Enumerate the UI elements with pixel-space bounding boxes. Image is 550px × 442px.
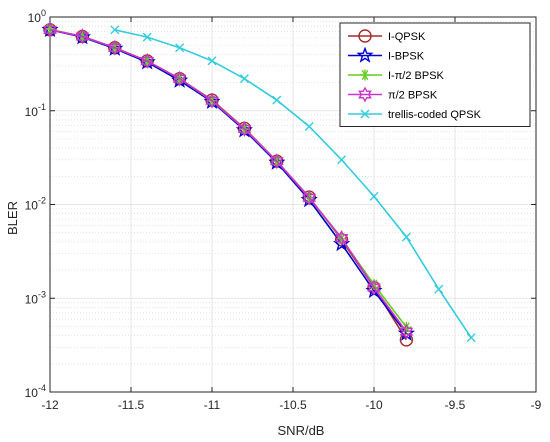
data-point — [369, 191, 379, 201]
data-point — [175, 43, 185, 53]
data-point — [142, 32, 152, 42]
data-point-stroke — [401, 232, 411, 242]
data-point — [107, 39, 122, 56]
data-point — [140, 52, 155, 69]
data-point — [359, 69, 371, 81]
legend-item: π/2 BPSK — [348, 86, 438, 103]
data-point — [360, 109, 370, 119]
data-point — [43, 21, 57, 38]
series-layer — [41, 20, 476, 347]
data-point-stroke — [110, 25, 120, 35]
data-point-stroke — [466, 333, 476, 343]
x-tick-label: -12 — [41, 398, 59, 412]
legend-label: I-BPSK — [388, 51, 425, 63]
data-point — [399, 333, 414, 347]
legend-label: trellis-coded QPSK — [388, 109, 482, 121]
data-point — [358, 86, 372, 103]
y-tick-label: 100 — [28, 8, 46, 25]
x-axis-label: SNR/dB — [278, 423, 325, 438]
data-point — [434, 284, 444, 294]
legend-item: I-QPSK — [348, 29, 426, 43]
legend-label: I-π/2 BPSK — [388, 70, 445, 82]
y-tick-label: 10-2 — [25, 196, 46, 213]
y-tick-label: 10-3 — [25, 289, 46, 306]
legend-label: π/2 BPSK — [388, 90, 438, 102]
data-point — [207, 56, 217, 66]
data-point-stroke — [175, 43, 185, 53]
data-point-stroke — [337, 155, 347, 165]
legend-item: I-BPSK — [348, 46, 425, 63]
data-point — [75, 28, 90, 45]
x-tick-label: -9.5 — [445, 398, 466, 412]
data-point — [272, 95, 282, 105]
data-point — [397, 324, 415, 341]
y-axis-label: BLER — [5, 201, 20, 235]
data-point — [110, 25, 120, 35]
axes: -12 -11.5 -11 -10.5 -10 -9.5 -9 10-4 10-3 10-2 10-… — [25, 8, 542, 412]
legend-item: I-π/2 BPSK — [348, 69, 445, 82]
data-point — [172, 70, 187, 87]
series-trellis-coded-qpsk — [110, 25, 476, 343]
data-point — [302, 189, 317, 206]
legend-label: I-QPSK — [388, 31, 426, 43]
x-tick-label: -9 — [531, 398, 542, 412]
x-tick-label: -11 — [204, 398, 221, 412]
data-point-stroke — [360, 109, 370, 119]
data-point — [239, 74, 249, 84]
y-tick-label: 10-4 — [25, 383, 46, 400]
data-point-stroke — [434, 284, 444, 294]
data-point — [334, 230, 349, 246]
data-point — [205, 92, 219, 109]
data-point-stroke — [369, 191, 379, 201]
series--2-bpsk — [43, 21, 414, 340]
data-point — [304, 121, 314, 131]
data-point-stroke — [304, 121, 314, 131]
x-tick-label: -11.5 — [118, 398, 145, 412]
x-tick-label: -10 — [365, 398, 383, 412]
data-point — [237, 120, 252, 137]
data-point-stroke — [239, 74, 249, 84]
x-tick-label: -10.5 — [279, 398, 307, 412]
data-point-stroke — [142, 32, 152, 42]
data-point — [356, 46, 374, 63]
data-point — [466, 333, 476, 343]
legend: I-QPSK I-BPSK I-π/2 BPSK π/2 BPSK trellis-co… — [339, 22, 531, 127]
data-point — [269, 153, 284, 170]
data-point-stroke — [207, 56, 217, 66]
data-point — [399, 323, 414, 340]
series-line — [114, 29, 472, 339]
legend-item: trellis-coded QPSK — [348, 109, 482, 121]
data-point — [358, 29, 372, 43]
y-tick-label: 10-1 — [25, 102, 46, 119]
data-point — [367, 279, 381, 296]
data-point — [401, 232, 411, 242]
data-point — [337, 155, 347, 165]
data-point-stroke — [272, 95, 282, 105]
